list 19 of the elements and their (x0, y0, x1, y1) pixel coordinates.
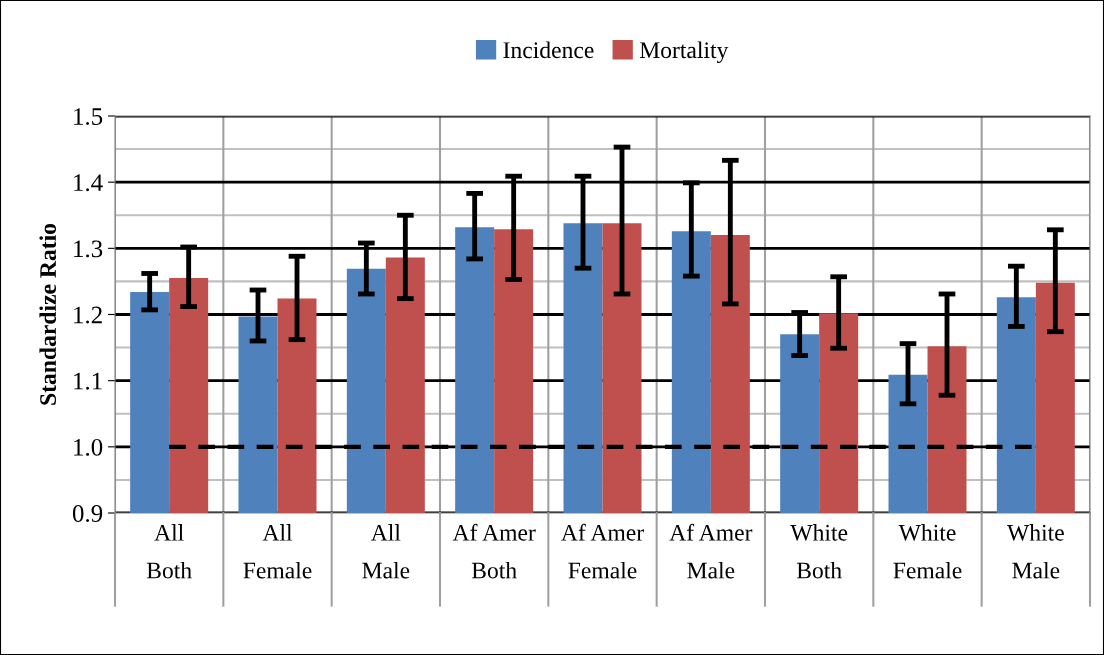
legend-label: Mortality (639, 41, 729, 63)
legend-label: Incidence (503, 41, 594, 59)
y-tick-label: 1.3 (74, 240, 103, 258)
y-tick-label: 1.1 (74, 372, 102, 390)
x-tick-label: White Male (1007, 524, 1064, 579)
y-tick-label: 1.0 (74, 438, 103, 456)
x-tick-label: White Female (893, 524, 962, 579)
x-tick-label: Af Amer Male (669, 523, 753, 579)
x-tick-label: White Both (790, 524, 848, 579)
x-tick-label: Af Amer Female (561, 523, 644, 579)
y-tick-label: 1.4 (74, 174, 103, 192)
y-tick-label: 0.9 (72, 505, 103, 523)
x-tick-label: Af Amer Both (452, 523, 536, 579)
y-tick-label: 1.2 (74, 306, 102, 324)
y-axis-title: Standardize Ratio (39, 223, 57, 405)
x-tick-label: All Male (362, 524, 410, 579)
x-tick-label: All Both (146, 524, 192, 579)
y-tick-label: 1.5 (74, 108, 103, 126)
x-tick-label: All Female (243, 524, 312, 579)
